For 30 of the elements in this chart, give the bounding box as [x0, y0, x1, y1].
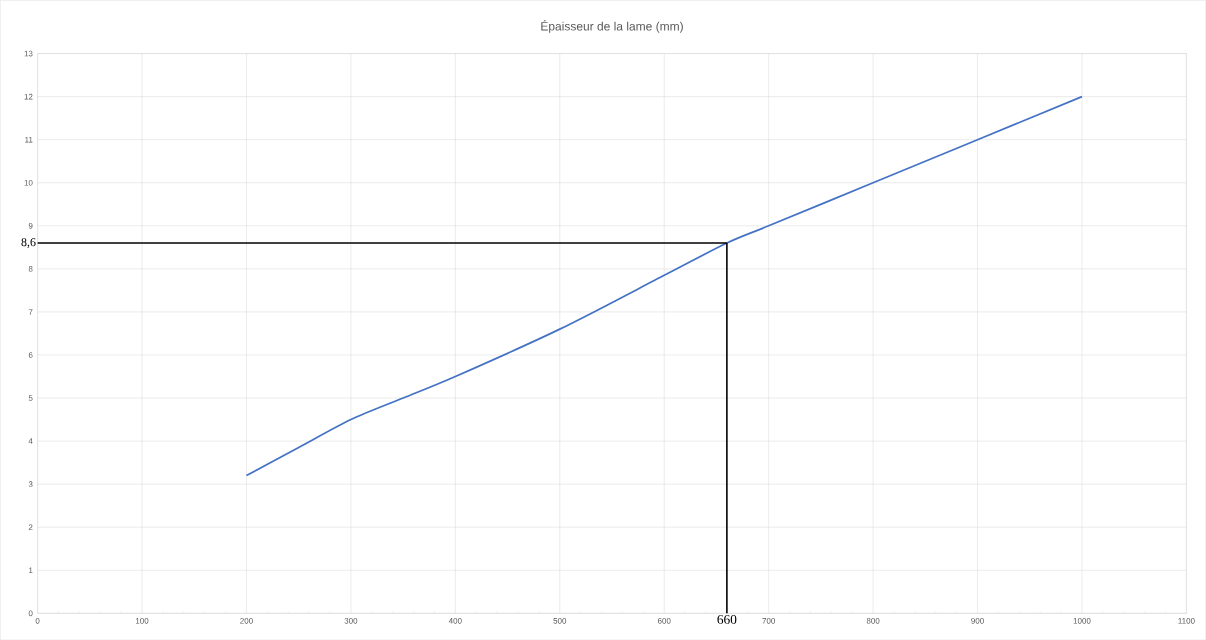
- y-tick-label: 8: [28, 265, 33, 272]
- x-tick-label: 900: [971, 617, 984, 624]
- x-tick-label: 1000: [1073, 617, 1091, 624]
- y-tick-label: 1: [29, 567, 33, 573]
- y-tick-label: 7: [28, 309, 33, 315]
- chart-title: Épaisseur de la lame (mm): [541, 19, 683, 33]
- x-tick-label: 1100: [1178, 617, 1195, 624]
- x-tick-label: 100: [135, 617, 149, 624]
- x-tick-label: 600: [657, 617, 671, 624]
- y-tick-label: 0: [28, 610, 33, 617]
- y-tick-label: 9: [28, 222, 33, 229]
- y-tick-label: 4: [28, 438, 33, 444]
- x-tick-label: 700: [762, 617, 776, 624]
- y-tick-label: 12: [24, 93, 33, 100]
- x-tick-label: 400: [448, 617, 462, 624]
- ref-line-label: 8,6: [21, 237, 36, 248]
- x-tick-label: 0: [35, 617, 40, 624]
- y-tick-label: 10: [24, 179, 33, 186]
- y-tick-label: 3: [28, 481, 33, 487]
- x-tick-label: 800: [866, 617, 880, 624]
- ref-line-label: 660: [717, 614, 737, 624]
- y-tick-label: 13: [24, 50, 33, 57]
- x-tick-label: 300: [344, 617, 358, 624]
- line-series: [245, 95, 1083, 477]
- y-tick-label: 2: [28, 524, 33, 530]
- y-tick-label: 6: [28, 352, 33, 358]
- x-tick-label: 200: [240, 617, 253, 624]
- x-tick-label: 500: [553, 617, 567, 624]
- y-tick-label: 5: [28, 395, 33, 401]
- y-tick-label: 11: [25, 136, 33, 143]
